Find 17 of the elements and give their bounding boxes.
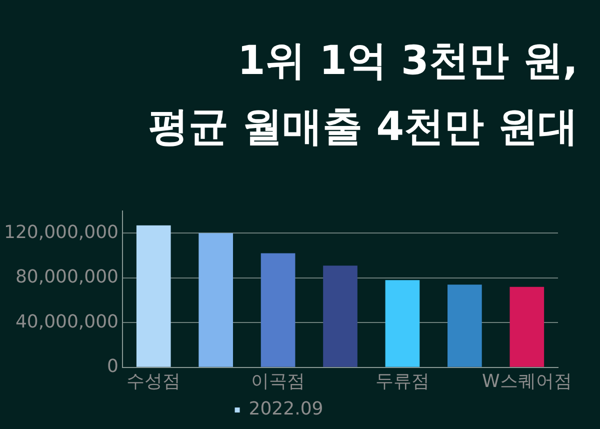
y-tick-label: 80,000,000	[15, 266, 119, 288]
y-tick-label: 120,000,000	[4, 222, 119, 243]
y-tick-label: 40,000,000	[15, 311, 119, 332]
y-tick-label: 0	[107, 356, 119, 378]
bar	[448, 284, 482, 367]
bar	[260, 253, 296, 367]
x-tick-label: W스퀘어점	[482, 370, 572, 392]
bar	[136, 225, 171, 367]
bar	[510, 286, 544, 367]
x-tick-label: 이곡점	[251, 370, 306, 392]
bar	[323, 266, 358, 367]
chart-title: 1위 1억 3천만 원, 평균 월매출 4천만 원대	[148, 37, 578, 152]
legend-label: 2022.09	[248, 398, 324, 420]
x-tick-label: 두류점	[375, 370, 430, 392]
bar	[198, 233, 233, 367]
bar	[385, 280, 420, 367]
x-tick-label: 수성점	[126, 370, 181, 392]
